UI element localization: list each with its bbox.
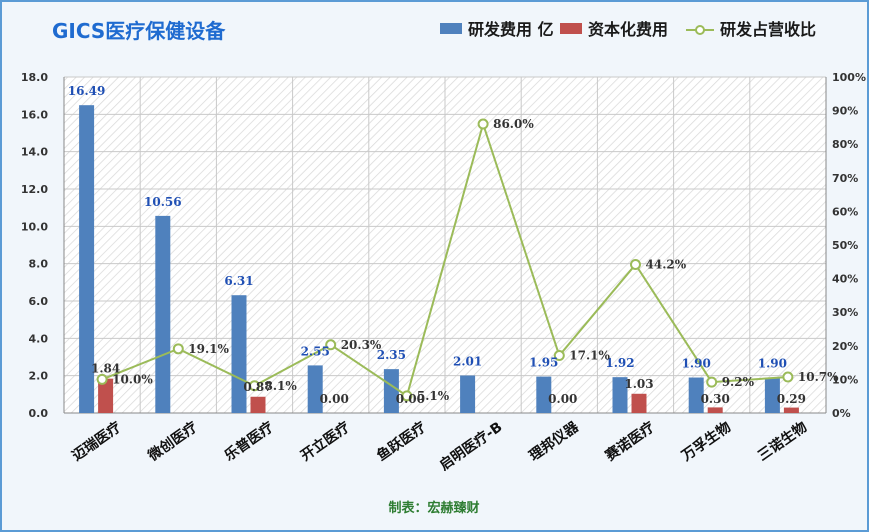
data-label-rd: 2.01 xyxy=(453,354,482,368)
data-label-cap: 0.00 xyxy=(320,392,349,406)
y-tick-label-left: 2.0 xyxy=(29,370,49,383)
y-tick-label-left: 0.0 xyxy=(29,407,49,420)
bar-rd xyxy=(155,215,171,413)
legend-label-rd: 研发费用 亿 xyxy=(468,20,554,39)
data-label-ratio: 5.1% xyxy=(417,389,450,403)
x-tick-label: 迈瑞医疗 xyxy=(69,418,125,464)
legend-label-ratio: 研发占营收比 xyxy=(720,20,816,39)
y-tick-label-right: 100% xyxy=(832,71,866,84)
y-tick-label-right: 20% xyxy=(832,340,858,353)
y-tick-label-left: 8.0 xyxy=(29,258,49,271)
legend-swatch-rd xyxy=(440,23,462,34)
bar-rd xyxy=(231,295,247,413)
y-tick-label-right: 90% xyxy=(832,105,858,118)
ratio-point xyxy=(401,390,413,402)
ratio-point xyxy=(706,376,718,388)
bar-cap xyxy=(631,393,647,413)
y-tick-label-right: 60% xyxy=(832,205,858,218)
legend-label-cap: 资本化费用 xyxy=(588,20,668,39)
data-labels: 16.49 1.84 10.56 6.31 0.87 2.55 0.00 2.35 0.00 2.… xyxy=(68,84,839,406)
ratio-point xyxy=(553,350,565,362)
y-tick-label-left: 4.0 xyxy=(29,332,49,345)
x-tick-label: 微创医疗 xyxy=(144,418,200,465)
data-label-ratio: 8.1% xyxy=(265,379,298,393)
y-tick-label-right: 70% xyxy=(832,172,858,185)
bar-rd xyxy=(383,369,399,413)
data-label-cap: 0.30 xyxy=(701,392,730,406)
data-label-rd: 6.31 xyxy=(224,274,253,288)
y-tick-label-left: 14.0 xyxy=(21,146,48,159)
x-tick-label: 万孚生物 xyxy=(678,418,734,465)
ratio-line xyxy=(96,118,794,402)
data-label-ratio: 9.2% xyxy=(722,375,755,389)
data-label-ratio: 86.0% xyxy=(493,117,534,131)
ratio-point xyxy=(630,258,641,270)
x-tick-label: 乐普医疗 xyxy=(221,418,277,464)
ratio-point xyxy=(96,373,108,385)
data-label-ratio: 17.1% xyxy=(569,349,610,363)
bar-cap xyxy=(783,407,799,413)
ratio-point xyxy=(782,371,794,383)
data-label-rd: 2.55 xyxy=(301,344,330,358)
ratio-line-path xyxy=(101,120,788,398)
y-tick-label-right: 40% xyxy=(832,273,858,286)
data-label-cap: 0.29 xyxy=(777,392,806,406)
footer-credit: 制表：宏赫臻财 xyxy=(388,500,479,516)
bar-cap xyxy=(98,378,114,413)
data-label-ratio: 10.7% xyxy=(798,370,839,384)
chart-title: GICS医疗保健设备 xyxy=(52,19,226,43)
data-label-ratio: 44.2% xyxy=(646,257,687,271)
data-label-rd: 1.90 xyxy=(682,357,711,371)
data-label-rd: 16.49 xyxy=(68,84,106,98)
bar-rd xyxy=(688,377,704,413)
data-label-cap: 0.00 xyxy=(548,392,577,406)
bar-cap xyxy=(250,396,266,413)
y-tick-label-left: 12.0 xyxy=(21,183,48,196)
x-tick-label: 理邦仪器 xyxy=(526,418,582,465)
x-tick-label: 启明医疗-B xyxy=(436,418,505,474)
legend-swatch-cap xyxy=(560,23,582,34)
data-label-rd: 2.35 xyxy=(377,348,406,362)
data-label-rd: 1.90 xyxy=(758,357,787,371)
data-label-cap: 1.84 xyxy=(91,362,120,376)
data-label-rd: 10.56 xyxy=(144,195,182,209)
y-tick-label-right: 0% xyxy=(832,407,851,420)
legend: 研发费用 亿 资本化费用 研发占营收比 xyxy=(440,20,816,39)
ratio-point xyxy=(172,343,184,355)
bar-rd xyxy=(460,375,476,413)
bar-cap xyxy=(707,407,723,413)
data-label-cap: 0.87 xyxy=(243,380,272,394)
y-tick-label-left: 6.0 xyxy=(29,295,49,308)
data-label-ratio: 19.1% xyxy=(188,342,229,356)
legend-swatch-ratio-marker xyxy=(695,25,705,35)
data-label-ratio: 20.3% xyxy=(341,338,382,352)
y-tick-label-right: 80% xyxy=(832,138,858,151)
data-label-cap: 1.03 xyxy=(624,377,653,391)
data-label-rd: 1.95 xyxy=(529,356,558,370)
x-tick-label: 开立医疗 xyxy=(297,418,353,464)
bar-rd xyxy=(307,365,323,413)
bar-rd xyxy=(764,377,780,413)
bars xyxy=(79,105,799,413)
bar-rd xyxy=(612,377,628,413)
x-tick-label: 三诺生物 xyxy=(755,418,811,464)
ratio-point xyxy=(477,118,489,130)
y-tick-label-right: 50% xyxy=(832,239,858,252)
ratio-point xyxy=(325,339,337,351)
bar-rd xyxy=(79,105,95,413)
data-label-cap: 0.00 xyxy=(396,392,425,406)
y-tick-label-right: 30% xyxy=(832,306,858,319)
data-label-rd: 1.92 xyxy=(605,356,634,370)
y-tick-label-left: 18.0 xyxy=(21,71,48,84)
bar-rd xyxy=(536,376,552,413)
grid xyxy=(63,76,827,414)
ratio-point xyxy=(249,380,260,392)
y-tick-label-left: 10.0 xyxy=(21,220,48,233)
y-tick-label-right: 10% xyxy=(832,373,858,386)
x-tick-label: 赛诺医疗 xyxy=(601,418,657,465)
x-tick-label: 鱼跃医疗 xyxy=(374,418,430,464)
data-label-ratio: 10.0% xyxy=(112,372,153,386)
y-tick-label-left: 16.0 xyxy=(21,108,48,121)
